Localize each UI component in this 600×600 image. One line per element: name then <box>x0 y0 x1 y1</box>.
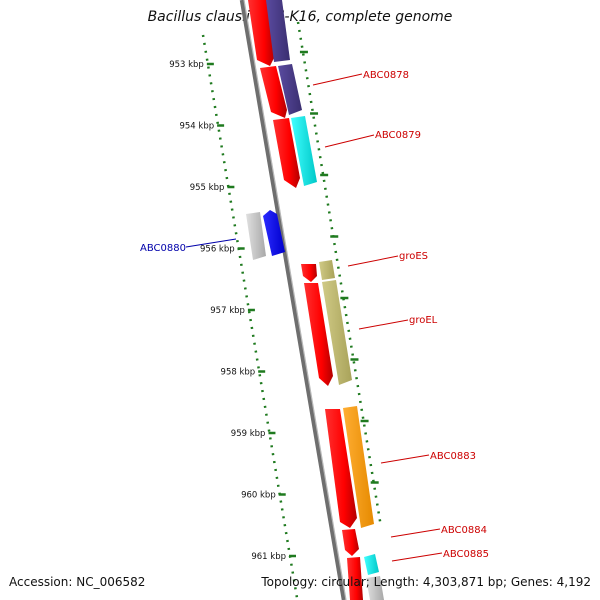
leader-abc0880 <box>185 238 237 248</box>
gene-abc0878 <box>278 64 302 115</box>
gene-abc0880 <box>263 210 285 256</box>
gene-abc0879 <box>291 116 317 186</box>
gene-groel <box>322 280 352 385</box>
label-abc0878: ABC0878 <box>363 70 409 81</box>
kbp-tick-label: 956 kbp <box>200 245 235 255</box>
map-title: Bacillus clausii KSM-K16, complete genom… <box>147 9 453 25</box>
leader-groel <box>358 319 409 330</box>
kbp-tick-label: 953 kbp <box>169 60 204 70</box>
gene-grey-bottom <box>366 576 384 600</box>
leader-abc0878 <box>312 73 363 86</box>
gene-abc0878-body-a <box>266 0 290 62</box>
kbp-tick-label: 959 kbp <box>231 429 266 439</box>
leader-abc0884 <box>390 528 441 538</box>
topology-text: Topology: circular; Length: 4,303,871 bp… <box>261 575 591 589</box>
kbp-tick-label: 960 kbp <box>241 491 276 501</box>
gene-red-groes-adjacent <box>301 264 317 282</box>
label-groel: groEL <box>409 315 438 326</box>
gene-abc0885 <box>364 554 379 575</box>
kbp-tick-label: 955 kbp <box>190 183 225 193</box>
genome-backbone-highlight <box>243 0 347 600</box>
kbp-tick-label: 957 kbp <box>210 306 245 316</box>
label-abc0879: ABC0879 <box>375 130 421 141</box>
accession-text: Accession: NC_006582 <box>9 575 146 589</box>
label-abc0883: ABC0883 <box>430 451 476 462</box>
gene-red-4 <box>304 283 333 386</box>
gene-abc0883 <box>343 406 374 528</box>
leader-abc0879 <box>324 134 375 148</box>
kbp-tick-label: 954 kbp <box>179 122 214 132</box>
gene-red-6 <box>342 529 359 556</box>
gene-red-3 <box>273 118 300 188</box>
kbp-tick-label: 961 kbp <box>251 552 286 562</box>
label-abc0880: ABC0880 <box>140 243 186 254</box>
leader-abc0883 <box>380 454 430 464</box>
kbp-tick-label: 958 kbp <box>221 368 256 378</box>
leader-abc0885 <box>391 552 443 562</box>
genome-backbone <box>239 0 347 600</box>
label-abc0885: ABC0885 <box>443 549 489 560</box>
gene-red-2 <box>260 66 287 118</box>
label-abc0884: ABC0884 <box>441 525 487 536</box>
gene-red-5 <box>325 409 357 528</box>
kbp-tick-layer: 953 kbp 954 kbp 955 kbp 956 kbp 957 kbp 958 k… <box>169 50 379 562</box>
label-groes: groES <box>399 251 428 262</box>
gene-groes <box>319 260 335 280</box>
leader-groes <box>347 255 399 267</box>
gene-grey-abc0880-region <box>246 212 266 260</box>
gene-red-7 <box>347 557 363 600</box>
